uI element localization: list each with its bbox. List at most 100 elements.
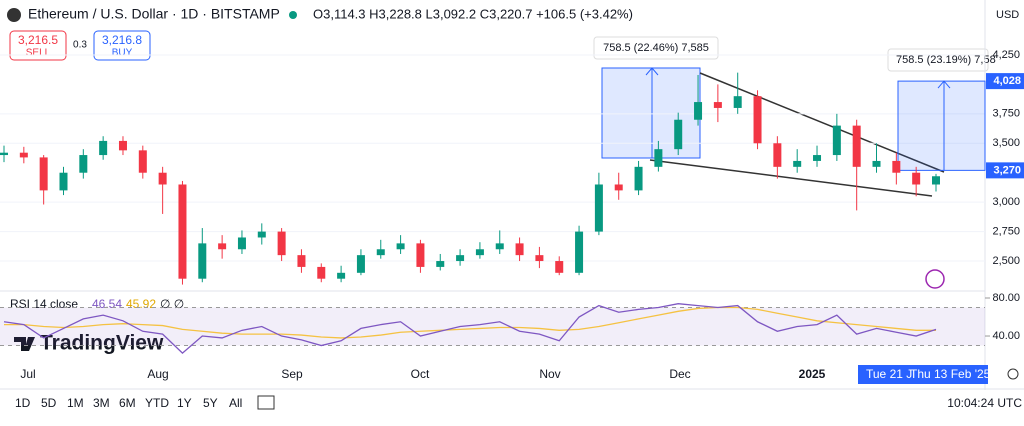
rsi-ma-value: 45.92 <box>126 297 156 311</box>
sell-box <box>9 30 67 61</box>
range-button[interactable]: 1D <box>15 396 31 410</box>
candle-body <box>594 184 603 232</box>
candle-body <box>694 102 703 120</box>
x-tick-label: Nov <box>539 367 560 381</box>
price-label-box <box>986 73 1024 90</box>
range-button[interactable]: 1M <box>67 396 84 410</box>
logo-icon <box>14 337 35 351</box>
y-tick-label: 3,500 <box>992 137 1020 149</box>
buy-button[interactable]: 3,216.8 BUY <box>93 30 151 61</box>
candle-body <box>138 150 147 173</box>
candle-body <box>713 102 722 108</box>
sell-button[interactable]: 3,216.5 SELL <box>9 30 67 61</box>
symbol-title: Ethereum / U.S. Dollar · 1D · BITSTAMP <box>28 6 280 22</box>
candle-body <box>575 231 584 273</box>
measure-label: 758.5 (22.46%) 7,585 <box>603 42 709 54</box>
candle-body <box>257 231 266 238</box>
range-button[interactable]: 1Y <box>177 396 192 410</box>
candle-body <box>654 149 663 167</box>
candle-body <box>832 125 841 156</box>
candle-body <box>337 272 346 279</box>
candle-body <box>475 249 484 256</box>
candle-body <box>495 243 504 250</box>
candle-body <box>19 152 28 158</box>
candle-body <box>0 152 8 156</box>
price-label-box <box>986 162 1024 179</box>
candle-body <box>376 249 385 256</box>
candle-body <box>59 172 68 191</box>
trend-line <box>649 159 933 197</box>
status-dot <box>289 11 297 19</box>
candle-body <box>39 157 48 191</box>
range-button[interactable]: 5D <box>41 396 57 410</box>
candle-body <box>416 243 425 267</box>
rsi-tick-label: 80.00 <box>992 292 1020 304</box>
event-icon[interactable] <box>925 269 945 289</box>
candle-body <box>317 266 326 279</box>
candle-body <box>773 143 782 167</box>
y-tick-label: 2,750 <box>992 226 1020 238</box>
range-button[interactable]: 5Y <box>203 396 218 410</box>
rsi-tick-label: 40.00 <box>992 330 1020 342</box>
buy-price: 3,216.8 <box>102 33 142 47</box>
date-range-icon[interactable] <box>257 395 275 410</box>
y-tick-label: 4,250 <box>992 49 1020 61</box>
x-tick-label: 2025 <box>799 367 826 381</box>
candle-body <box>237 237 246 250</box>
sell-price: 3,216.5 <box>18 33 58 47</box>
rsi-line <box>3 303 937 355</box>
measure-box <box>897 80 986 171</box>
clock: 10:04:24 UTC <box>947 396 1022 410</box>
buy-box <box>93 30 151 61</box>
candle-body <box>535 255 544 262</box>
x-tick-label: Dec <box>669 367 690 381</box>
date-label: Tue 21 J <box>866 367 912 381</box>
x-tick-label: Sep <box>281 367 303 381</box>
candle-body <box>634 166 643 191</box>
candle-body <box>614 184 623 191</box>
range-button[interactable]: 3M <box>93 396 110 410</box>
date-range-box <box>858 365 988 384</box>
candle-body <box>456 255 465 262</box>
settings-icon[interactable] <box>1007 368 1019 380</box>
measure-arrow-head <box>937 80 951 89</box>
measure-label: 758.5 (23.19%) 7,58 <box>896 54 996 66</box>
y-tick-label: 3,750 <box>992 108 1020 120</box>
candle-body <box>396 243 405 250</box>
candle-body <box>912 172 921 185</box>
candle-body <box>79 155 88 173</box>
candle-body <box>813 155 822 161</box>
spread: 0.3 <box>73 40 87 51</box>
candle-body <box>555 261 564 273</box>
candle-body <box>852 125 861 167</box>
currency: USD <box>996 9 1019 21</box>
range-button[interactable]: 6M <box>119 396 136 410</box>
date-label: Thu 13 Feb '25 <box>910 367 991 381</box>
logo: TradingView <box>40 332 164 355</box>
price-label: 3,270 <box>993 164 1021 176</box>
candle-body <box>892 160 901 173</box>
candle-body <box>297 255 306 267</box>
rsi-ma-line <box>4 306 936 339</box>
x-tick-label: Aug <box>147 367 168 381</box>
symbol-icon <box>7 8 21 22</box>
candle-body <box>218 243 227 250</box>
candle-body <box>277 231 286 256</box>
candle-body <box>178 184 187 279</box>
rsi-band <box>0 307 985 346</box>
candle-body <box>932 176 940 185</box>
range-button[interactable]: All <box>229 396 242 410</box>
measure-arrow-head <box>645 67 659 76</box>
measure-box <box>601 67 701 159</box>
candle-body <box>753 96 762 144</box>
buy-label: BUY <box>112 48 133 59</box>
candle-body <box>198 243 207 279</box>
x-tick-label: Jul <box>20 367 35 381</box>
trend-line <box>699 72 945 173</box>
range-button[interactable]: YTD <box>145 396 169 410</box>
candle-body <box>793 160 802 167</box>
ohlc: O3,114.3 H3,228.8 L3,092.2 C3,220.7 +106… <box>313 6 633 21</box>
candle-body <box>99 140 108 156</box>
sell-label: SELL <box>26 48 51 59</box>
